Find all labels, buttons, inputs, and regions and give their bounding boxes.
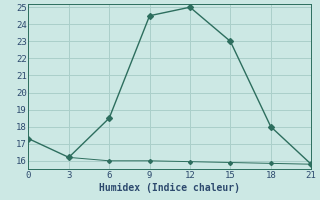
- X-axis label: Humidex (Indice chaleur): Humidex (Indice chaleur): [99, 182, 240, 193]
